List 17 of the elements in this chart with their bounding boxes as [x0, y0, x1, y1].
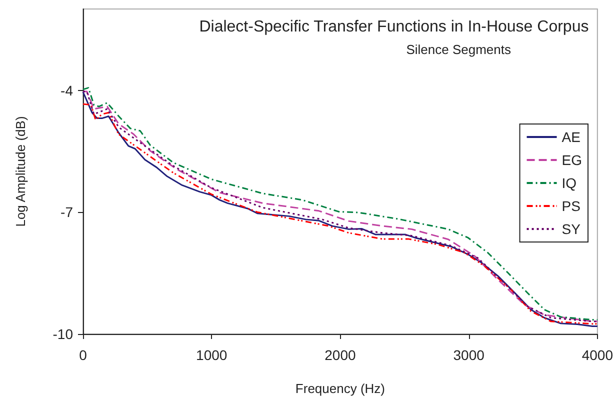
legend-label: AE: [562, 129, 580, 145]
legend-label: PS: [562, 198, 580, 214]
x-tick-label: 1000: [196, 347, 228, 363]
x-tick-label: 4000: [582, 347, 614, 363]
x-tick-label: 3000: [453, 347, 485, 363]
x-tick-label: 0: [79, 347, 88, 363]
y-axis-title: Log Amplitude (dB): [13, 116, 28, 227]
text: Dialect-Specific Transfer Functions in In-House Corpus: [199, 18, 589, 36]
legend-label: SY: [562, 221, 582, 237]
x-axis-title: Frequency (Hz): [295, 381, 386, 396]
legend-label: EG: [562, 152, 582, 168]
legend-label: IQ: [562, 175, 577, 191]
y-tick-label: -7: [60, 204, 74, 220]
x-tick-label: 2000: [324, 347, 356, 363]
text: Silence Segments: [406, 42, 512, 57]
y-tick-label: -10: [52, 326, 74, 342]
y-tick-label: -4: [60, 82, 74, 98]
